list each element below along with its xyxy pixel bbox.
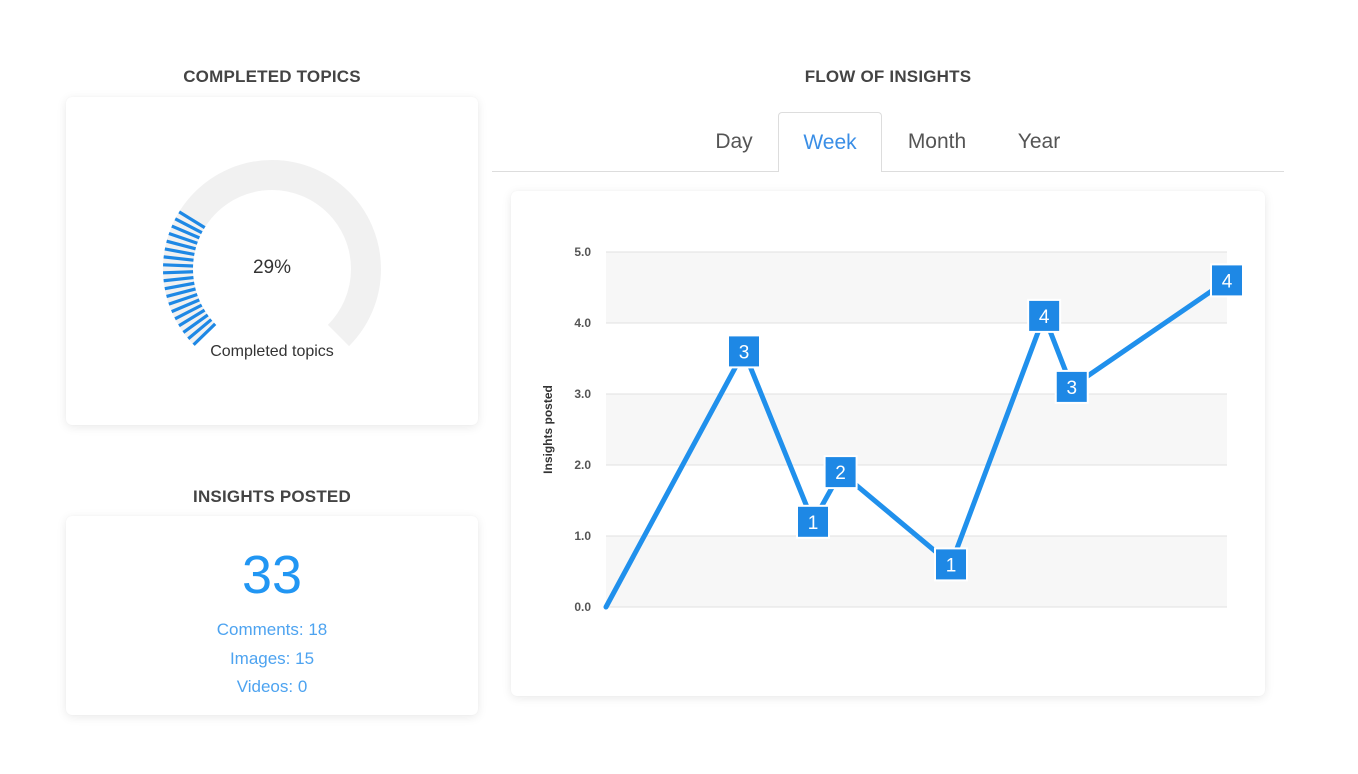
gauge-fill-segment xyxy=(168,232,198,245)
data-point-marker xyxy=(934,547,968,582)
data-point-label[interactable]: 4 xyxy=(1027,298,1062,333)
tab-year[interactable]: Year xyxy=(1017,130,1061,153)
chart-grid-band xyxy=(606,536,1227,607)
gauge-fill-segment xyxy=(164,247,195,257)
completed-topics-gauge xyxy=(163,160,381,347)
tab-day[interactable]: Day xyxy=(715,130,753,153)
data-point-value: 1 xyxy=(946,555,957,576)
data-point-label[interactable]: 3 xyxy=(1054,369,1089,404)
data-point-label[interactable]: 2 xyxy=(823,455,858,490)
chart-grid-band xyxy=(606,465,1227,536)
gauge-fill-segment xyxy=(166,287,196,299)
data-point-marker xyxy=(796,504,830,539)
completed-topics-title: COMPLETED TOPICS xyxy=(183,67,361,86)
insights-line-chart: 0.0 1.0 2.0 3.0 4.0 5.0 Insights posted 3 1 2 1 4 3 4 xyxy=(541,245,1244,614)
y-tick-label: 5.0 xyxy=(574,245,591,259)
insights-posted-card: 33 Comments: 18 Images: 15 Videos: 0 xyxy=(66,516,478,715)
data-point-value: 3 xyxy=(739,342,750,363)
gauge-fill-segment xyxy=(163,270,194,275)
data-point-marker xyxy=(1210,263,1244,298)
data-point-value: 4 xyxy=(1039,307,1050,328)
flow-of-insights-title: FLOW OF INSIGHTS xyxy=(804,67,972,86)
gauge-fill-segment xyxy=(168,292,198,306)
data-point-value: 4 xyxy=(1222,271,1233,292)
data-point-value: 2 xyxy=(835,463,846,484)
completed-topics-card: 29% Completed topics xyxy=(66,97,478,425)
data-point-label[interactable]: 1 xyxy=(796,504,830,539)
period-tabs: Day Week Month Year xyxy=(492,112,1284,172)
data-point-label[interactable]: 4 xyxy=(1210,263,1244,298)
data-point-label[interactable]: 1 xyxy=(934,547,968,582)
videos-count: Videos: 0 xyxy=(236,677,308,696)
y-tick-label: 0.0 xyxy=(574,600,591,614)
gauge-fill-segment xyxy=(163,255,194,262)
gauge-fill-segment xyxy=(163,275,194,283)
data-point-value: 3 xyxy=(1066,378,1077,399)
data-point-value: 1 xyxy=(808,513,819,534)
gauge-fill-segment xyxy=(164,281,195,291)
tab-week[interactable]: Week xyxy=(778,112,882,172)
gauge-fill-segment xyxy=(163,263,194,268)
insights-total: 33 xyxy=(241,545,303,605)
gauge-fill-segment xyxy=(178,210,206,229)
insights-chart-card: 0.0 1.0 2.0 3.0 4.0 5.0 Insights posted 3 1 2 1 4 3 4 xyxy=(511,191,1265,696)
insights-posted-title: INSIGHTS POSTED xyxy=(193,487,351,506)
completed-topics-label: Completed topics xyxy=(210,343,334,360)
y-axis-label: Insights posted xyxy=(541,385,555,474)
gauge-fill-segment xyxy=(192,322,217,346)
chart-grid-band xyxy=(606,252,1227,323)
data-point-label[interactable]: 3 xyxy=(727,334,761,369)
gauge-track xyxy=(163,160,381,347)
completed-topics-percent: 29% xyxy=(252,257,292,278)
data-point-marker xyxy=(823,455,858,490)
y-tick-label: 4.0 xyxy=(574,316,591,330)
data-point-marker xyxy=(727,334,761,369)
gauge-fill-segment xyxy=(166,239,197,251)
y-tick-label: 1.0 xyxy=(574,529,591,543)
gauge-fill-segment xyxy=(174,217,203,235)
images-count: Images: 15 xyxy=(229,649,315,668)
y-tick-label: 3.0 xyxy=(574,387,591,401)
comments-count: Comments: 18 xyxy=(216,620,328,639)
chart-grid-band xyxy=(606,394,1227,465)
gauge-fill-segment xyxy=(182,313,209,334)
gauge-fill-segment xyxy=(187,318,213,341)
gauge-fill-segment xyxy=(171,224,201,240)
tab-month[interactable]: Month xyxy=(907,130,967,153)
gauge-fill-segment xyxy=(178,308,206,328)
data-point-marker xyxy=(1054,369,1089,404)
gauge-fill-segment xyxy=(174,303,203,321)
chart-grid-band xyxy=(606,323,1227,394)
data-point-marker xyxy=(1027,298,1062,333)
gauge-fill-segment xyxy=(171,298,200,314)
y-tick-label: 2.0 xyxy=(574,458,591,472)
